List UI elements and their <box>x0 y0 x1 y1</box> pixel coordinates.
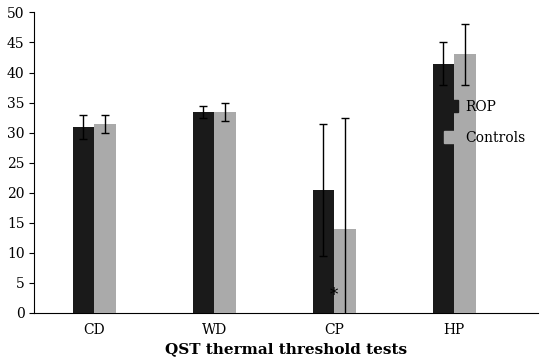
Bar <box>454 54 476 313</box>
X-axis label: QST thermal threshold tests: QST thermal threshold tests <box>165 342 407 356</box>
Bar <box>433 64 454 313</box>
Bar <box>334 229 356 313</box>
Legend: ROP, Controls: ROP, Controls <box>439 94 531 150</box>
Bar <box>214 111 236 313</box>
Bar <box>192 111 214 313</box>
Bar <box>72 127 94 313</box>
Bar <box>94 123 116 313</box>
Bar <box>313 189 334 313</box>
Text: *: * <box>330 287 338 304</box>
